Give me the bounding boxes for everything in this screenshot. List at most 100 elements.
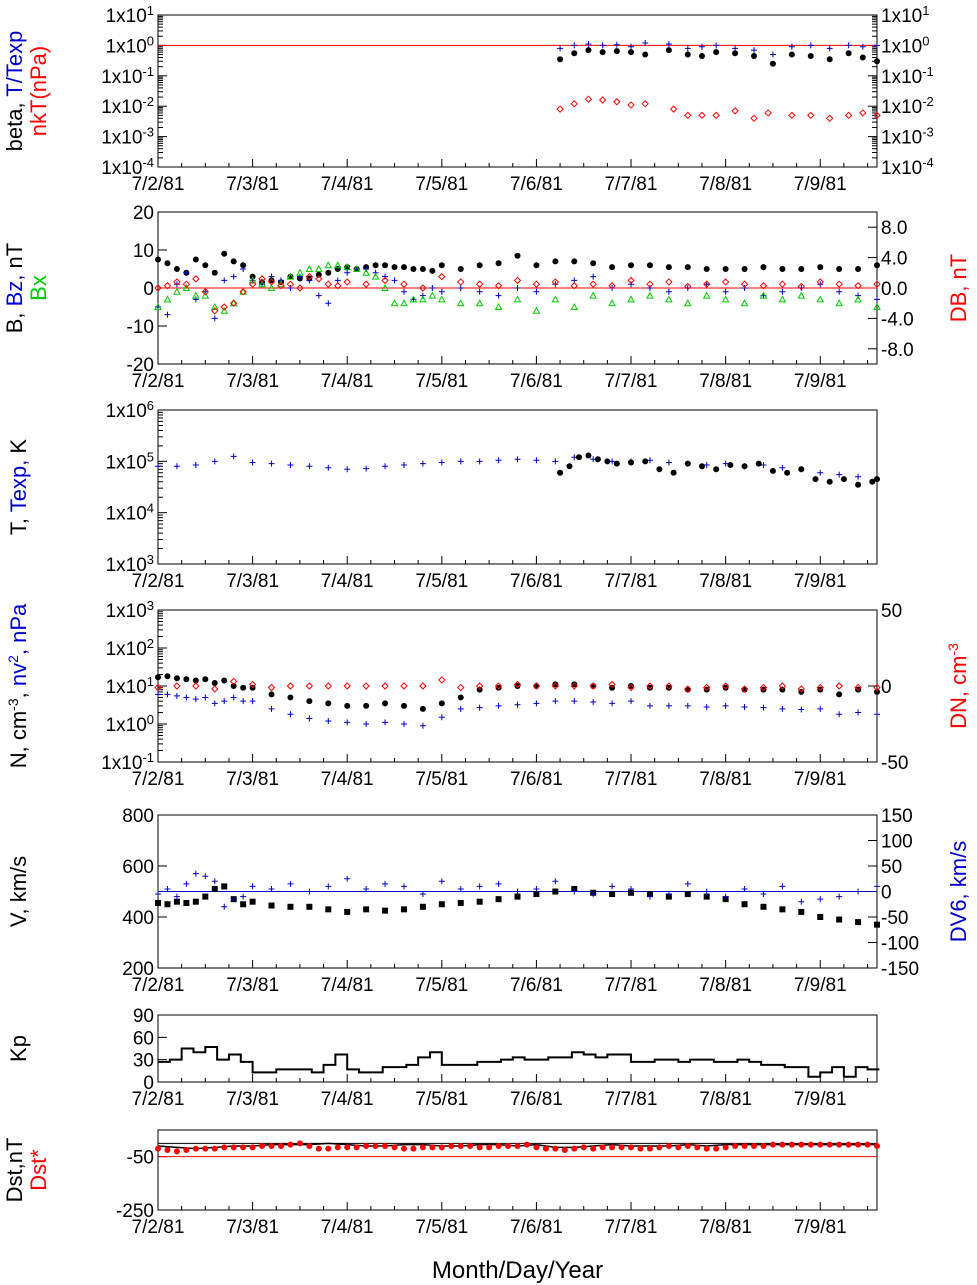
y-tick-label-right-base: 50 — [881, 857, 902, 878]
data-point — [382, 880, 389, 887]
data-point — [665, 702, 672, 709]
data-point — [694, 1144, 701, 1151]
data-point — [221, 1144, 228, 1151]
data-point — [628, 459, 635, 466]
data-point — [590, 260, 597, 267]
data-point — [296, 1140, 303, 1147]
data-point — [741, 885, 748, 892]
y-tick-label-base: -250 — [116, 1201, 154, 1222]
data-point — [613, 98, 621, 106]
data-point — [628, 698, 635, 705]
data-point — [306, 698, 313, 705]
data-point — [646, 893, 653, 900]
data-point — [817, 896, 824, 903]
x-tick-label: 7/3/81 — [226, 1217, 279, 1238]
x-tick-label: 7/9/81 — [794, 174, 847, 195]
x-tick-label: 7/5/81 — [415, 371, 468, 392]
data-point — [844, 111, 853, 120]
data-point — [438, 676, 446, 684]
y-tick-label-right-base: -8.0 — [881, 340, 914, 361]
data-point — [637, 1145, 644, 1152]
data-point — [769, 1141, 776, 1148]
data-point — [523, 1141, 530, 1148]
data-point — [740, 280, 749, 288]
data-point — [665, 295, 673, 303]
data-point — [703, 888, 710, 895]
data-point — [239, 288, 247, 296]
x-tick-label: 7/2/81 — [132, 174, 185, 195]
data-point — [627, 683, 635, 692]
data-point — [627, 101, 635, 109]
data-point — [372, 262, 379, 269]
data-point — [382, 463, 389, 470]
data-point — [192, 870, 199, 877]
data-point — [760, 686, 767, 693]
data-point — [826, 45, 833, 52]
data-point — [296, 273, 303, 280]
data-point — [456, 299, 465, 307]
data-point — [476, 262, 483, 269]
panel-beta: 1x1011x1001x10-11x10-21x10-31x10-41x1011… — [101, 3, 934, 196]
data-point — [230, 694, 237, 701]
data-point — [286, 272, 295, 280]
data-point — [684, 264, 691, 271]
y-axis-label-b-part-1: Bz, — [2, 268, 27, 306]
data-point — [721, 278, 730, 286]
data-point — [760, 461, 767, 468]
y-axis-label2-b-part-0: Bx — [26, 275, 51, 301]
y-tick-label-exp: -1 — [142, 63, 154, 78]
data-point — [854, 282, 862, 290]
data-point — [628, 683, 635, 689]
data-point — [428, 291, 437, 299]
data-point — [229, 299, 238, 307]
data-point — [211, 878, 218, 885]
data-point — [419, 705, 426, 712]
data-point — [513, 680, 522, 689]
data-point — [722, 1144, 729, 1151]
data-point — [381, 682, 389, 690]
data-point — [192, 256, 199, 263]
data-point — [590, 698, 597, 705]
data-point — [532, 306, 541, 314]
data-point — [741, 463, 748, 470]
data-point — [191, 291, 200, 299]
data-point — [325, 700, 332, 707]
y-tick-label: 800 — [122, 806, 154, 827]
y-tick-label-exp: 1 — [147, 3, 154, 18]
data-point — [713, 42, 720, 49]
y-tick-label-right-base: 150 — [881, 806, 913, 827]
data-point — [183, 899, 190, 906]
data-point — [855, 686, 862, 693]
data-point — [419, 460, 426, 467]
y-tick-label-right-exp: -3 — [922, 124, 934, 139]
data-point — [325, 269, 332, 276]
data-point — [476, 704, 483, 711]
data-point — [566, 463, 573, 470]
data-point — [475, 682, 484, 690]
data-point — [760, 704, 767, 711]
x-tick-label: 7/9/81 — [794, 975, 847, 996]
data-point — [202, 893, 209, 900]
data-point — [438, 272, 446, 281]
data-point — [628, 281, 635, 288]
data-point — [604, 458, 611, 465]
y-tick-label-base: 60 — [133, 1028, 154, 1049]
data-point — [173, 692, 180, 699]
right-axis-label-v: DV6, km/s — [946, 841, 971, 942]
y-tick-label-base: 20 — [133, 203, 154, 224]
y-tick-label-right: 50 — [881, 601, 902, 622]
data-point — [641, 100, 649, 108]
data-point — [163, 282, 172, 290]
data-point — [344, 702, 351, 709]
data-point — [400, 280, 408, 288]
data-point — [513, 295, 522, 303]
data-point — [173, 281, 180, 288]
data-point — [798, 266, 805, 272]
x-axis-title: Month/Day/Year — [432, 1257, 603, 1284]
data-point — [173, 266, 180, 272]
data-point — [391, 1144, 398, 1151]
panel-frame-t — [157, 409, 878, 565]
data-point — [741, 1143, 748, 1149]
x-tick-label: 7/5/81 — [415, 975, 468, 996]
